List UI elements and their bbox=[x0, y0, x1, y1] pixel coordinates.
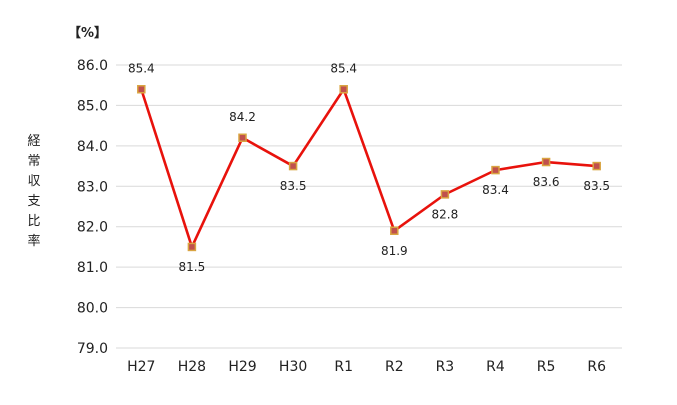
data-point bbox=[187, 242, 197, 252]
data-point bbox=[288, 161, 298, 171]
data-label: 81.5 bbox=[179, 260, 206, 274]
data-label: 85.4 bbox=[128, 61, 155, 75]
data-point bbox=[440, 190, 450, 199]
data-point bbox=[491, 165, 500, 175]
y-tick-label: 84.0 bbox=[77, 139, 108, 155]
data-label: 83.6 bbox=[533, 175, 560, 189]
x-tick-label: R4 bbox=[486, 359, 505, 375]
y-tick-label: 85.0 bbox=[77, 98, 108, 114]
unit-label: 【%】 bbox=[68, 26, 108, 41]
data-label: 84.2 bbox=[229, 110, 256, 124]
x-tick-label: R6 bbox=[587, 359, 606, 375]
data-point bbox=[541, 157, 551, 167]
data-point bbox=[137, 85, 146, 94]
x-tick-label: H29 bbox=[228, 359, 256, 375]
y-tick-label: 86.0 bbox=[77, 58, 108, 74]
x-tick-label: R2 bbox=[385, 359, 404, 375]
x-tick-label: R3 bbox=[436, 359, 455, 375]
data-label: 82.8 bbox=[432, 207, 459, 221]
data-point bbox=[592, 161, 601, 171]
data-point bbox=[339, 85, 348, 94]
x-tick-label: H30 bbox=[279, 359, 307, 375]
data-label: 83.4 bbox=[482, 183, 509, 197]
y-axis-title: 経常収支比率 bbox=[27, 134, 41, 249]
data-label: 83.5 bbox=[280, 179, 307, 193]
x-tick-label: R1 bbox=[334, 359, 353, 375]
x-tick-label: H27 bbox=[127, 359, 155, 375]
y-tick-label: 81.0 bbox=[77, 260, 108, 276]
data-label: 85.4 bbox=[330, 61, 357, 75]
x-tick-label: R5 bbox=[537, 359, 556, 375]
data-point bbox=[238, 133, 247, 143]
data-label: 83.5 bbox=[583, 179, 610, 193]
data-point bbox=[390, 226, 399, 236]
y-tick-label: 83.0 bbox=[77, 179, 108, 195]
data-label: 81.9 bbox=[381, 244, 408, 258]
x-tick-label: H28 bbox=[178, 359, 206, 375]
y-tick-label: 82.0 bbox=[77, 220, 108, 236]
y-tick-label: 80.0 bbox=[77, 301, 108, 317]
series-line bbox=[140, 87, 599, 249]
y-tick-label: 79.0 bbox=[77, 341, 108, 357]
